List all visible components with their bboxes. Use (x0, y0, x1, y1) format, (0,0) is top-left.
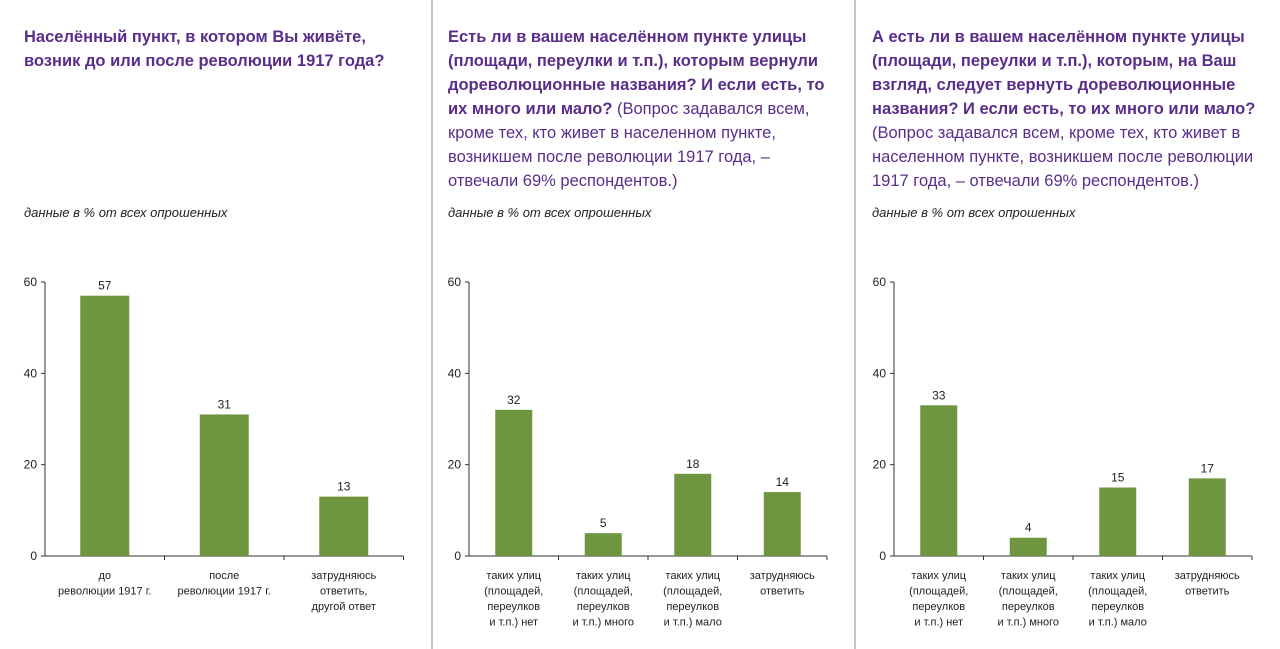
category-label-line: и т.п.) нет (914, 617, 963, 629)
chart-subtitle: данные в % от всех опрошенных (24, 205, 228, 220)
chart-panel-should-return: А есть ли в вашем населённом пункте улиц… (854, 0, 1280, 649)
y-tick-label: 60 (448, 275, 462, 289)
category-label-line: и т.п.) мало (664, 617, 722, 629)
category-label-line: затрудняюсь (311, 570, 376, 582)
category-label-line: таких улиц (576, 570, 631, 582)
category-label: таких улиц (площадей, переулков и т.п.) нет (484, 570, 543, 629)
question-bold: Есть ли в вашем населённом пункте улицы … (448, 28, 825, 118)
category-label: таких улиц (площадей, переулков и т.п.) мал… (663, 570, 722, 629)
chart-subtitle: данные в % от всех опрошенных (448, 205, 652, 220)
category-label-line: (площадей, (909, 586, 968, 598)
category-label-line: затрудняюсь (750, 570, 815, 582)
category-label-line: революции 1917 г. (58, 586, 151, 598)
panel-divider-1 (431, 0, 433, 649)
category-label: после революции 1917 г. (178, 570, 271, 598)
category-label: затрудняюсь ответить (1175, 570, 1240, 598)
question-note: (Вопрос задавался всем, кроме тех, кто ж… (448, 100, 810, 190)
question-note: (Вопрос задавался всем, кроме тех, кто ж… (872, 124, 1254, 190)
question-text: Населённый пункт, в котором Вы живёте, в… (24, 25, 416, 73)
category-label-line: и т.п.) мало (1089, 617, 1147, 629)
category-label-line: переулков (666, 601, 719, 613)
category-label: таких улиц (площадей, переулков и т.п.) нет (909, 570, 968, 629)
bar (674, 473, 712, 556)
y-tick-label: 40 (24, 366, 38, 380)
category-label-line: переулков (487, 601, 540, 613)
bar (1188, 478, 1226, 556)
category-label-line: и т.п.) много (573, 617, 634, 629)
category-label-line: таких улиц (911, 570, 966, 582)
category-label: таких улиц (площадей, переулков и т.п.) мал… (1088, 570, 1147, 629)
bar-value-label: 17 (1201, 461, 1215, 475)
y-tick-label: 40 (873, 366, 887, 380)
bar-value-label: 5 (600, 516, 607, 530)
y-tick-label: 20 (24, 458, 38, 472)
category-label-line: (площадей, (484, 586, 543, 598)
bar (199, 414, 249, 556)
bar-value-label: 32 (507, 393, 521, 407)
bar (584, 533, 622, 556)
bar-chart-should-return: 0 20 40 60 33 таких улиц (площадей, переулков и … (873, 275, 1253, 629)
category-label-line: (площадей, (1088, 586, 1147, 598)
bar-chart-returned-names: 0 20 40 60 32 таких улиц (площадей, переулков и … (448, 275, 828, 629)
chart-panel-origin: Населённый пункт, в котором Вы живёте, в… (0, 0, 430, 649)
category-label-line: таких улиц (486, 570, 541, 582)
bar-chart-origin: 0 20 40 60 57 до революции 1917 г. 31 после револ… (24, 275, 404, 613)
y-tick-label: 0 (879, 549, 886, 563)
chart-panel-returned-names: Есть ли в вашем населённом пункте улицы … (430, 0, 854, 649)
bar (319, 496, 369, 556)
category-label-line: другой ответ (312, 601, 376, 613)
category-label-line: переулков (1002, 601, 1055, 613)
bar-value-label: 57 (98, 279, 112, 293)
category-label-line: революции 1917 г. (178, 586, 271, 598)
question-text: Есть ли в вашем населённом пункте улицы … (448, 25, 844, 193)
category-label: до революции 1917 г. (58, 570, 151, 598)
y-tick-label: 40 (448, 366, 462, 380)
category-label-line: (площадей, (999, 586, 1058, 598)
y-tick-label: 0 (454, 549, 461, 563)
category-label-line: затрудняюсь (1175, 570, 1240, 582)
bar (763, 492, 801, 556)
category-label-line: таких улиц (665, 570, 720, 582)
y-tick-label: 60 (24, 275, 38, 289)
category-label-line: после (209, 570, 239, 582)
category-label-line: ответить, (320, 586, 367, 598)
category-label-line: таких улиц (1001, 570, 1056, 582)
category-label-line: до (98, 570, 111, 582)
category-label-line: и т.п.) нет (489, 617, 538, 629)
category-label: затрудняюсь ответить (750, 570, 815, 598)
category-label-line: ответить (1185, 586, 1230, 598)
bar-value-label: 14 (776, 475, 790, 489)
bar-value-label: 15 (1111, 471, 1125, 485)
bar (495, 409, 533, 556)
category-label-line: переулков (577, 601, 630, 613)
category-label: затрудняюсь ответить, другой ответ (311, 570, 376, 613)
category-label-line: ответить (760, 586, 805, 598)
bar (1099, 487, 1137, 556)
bar-value-label: 31 (218, 397, 232, 411)
category-label-line: (площадей, (663, 586, 722, 598)
bar-value-label: 13 (337, 480, 351, 494)
category-label-line: и т.п.) много (998, 617, 1059, 629)
y-tick-label: 60 (873, 275, 887, 289)
y-tick-label: 0 (30, 549, 37, 563)
category-label-line: переулков (1091, 601, 1144, 613)
question-text: А есть ли в вашем населённом пункте улиц… (872, 25, 1268, 193)
category-label-line: таких улиц (1090, 570, 1145, 582)
y-tick-label: 20 (448, 458, 462, 472)
chart-subtitle: данные в % от всех опрошенных (872, 205, 1076, 220)
bar (920, 405, 958, 556)
bar-value-label: 4 (1025, 521, 1032, 535)
question-bold: Населённый пункт, в котором Вы живёте, в… (24, 28, 385, 70)
bar-value-label: 18 (686, 457, 700, 471)
bar-value-label: 33 (932, 388, 946, 402)
bar (80, 295, 130, 556)
category-label-line: (площадей, (574, 586, 633, 598)
category-label: таких улиц (площадей, переулков и т.п.) мно… (998, 570, 1059, 629)
category-label: таких улиц (площадей, переулков и т.п.) мно… (573, 570, 634, 629)
question-bold: А есть ли в вашем населённом пункте улиц… (872, 28, 1256, 118)
category-label-line: переулков (912, 601, 965, 613)
bar (1009, 537, 1047, 556)
panel-divider-2 (854, 0, 856, 649)
y-tick-label: 20 (873, 458, 887, 472)
